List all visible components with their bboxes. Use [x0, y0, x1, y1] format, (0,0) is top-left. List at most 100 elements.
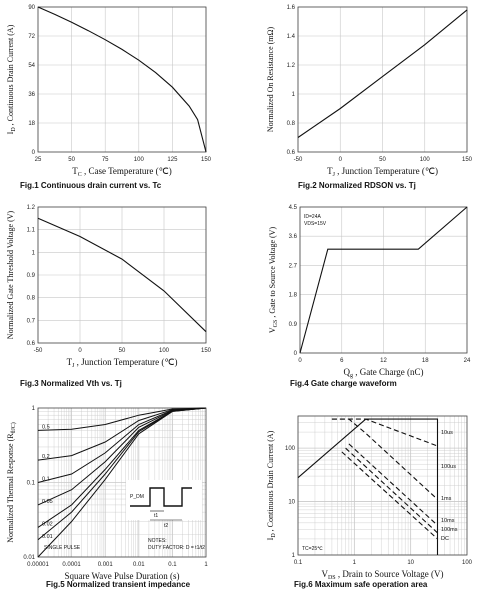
fig5-series-label: 0.02 [42, 521, 53, 527]
fig3-y-tick-label: 0.9 [27, 273, 36, 279]
fig6-x-tick-label: 1 [353, 560, 357, 566]
fig2-x-axis-title: TJ , Junction Temperature (℃) [327, 166, 438, 178]
fig1-y-tick-label: 0 [32, 150, 36, 156]
fig5-chart: 0.00001 0.0001 0.001 0.01 0.1 1 0.01 0.1 1 Square… [6, 406, 208, 589]
fig6-series-line [331, 418, 438, 500]
fig3-x-tick-label: 100 [159, 348, 170, 354]
fig4-x-tick-label: 24 [464, 358, 471, 364]
fig4-y-tick-label: 4.5 [289, 205, 298, 211]
fig6-series-label: 10ms [441, 518, 455, 524]
fig2-x-tick-label: 0 [339, 157, 343, 163]
fig5-series-line [37, 407, 207, 431]
fig5-annotation-t2: t2 [164, 523, 168, 529]
fig6-series-line [297, 418, 439, 555]
fig3-y-axis-title: Normalized Gate Threshold Voltage (V) [6, 210, 15, 339]
fig6-x-tick-label: 0.1 [294, 560, 303, 566]
fig5-x-tick-label: 0.01 [133, 562, 145, 568]
fig1-y-tick-label: 54 [28, 63, 35, 69]
fig4-caption: Fig.4 Gate charge waveform [290, 379, 397, 388]
fig5-x-tick-label: 0.1 [168, 562, 177, 568]
fig5-pulse-waveform [130, 487, 192, 507]
fig4-y-tick-label: 1.8 [289, 293, 298, 299]
fig1-x-tick-label: 100 [134, 157, 145, 163]
fig6-series-label: 1ms [441, 496, 452, 502]
fig6-annotation-tc: TC=25℃ [302, 546, 323, 552]
fig6-caption: Fig.6 Maximum safe operation area [294, 580, 428, 589]
fig4-x-tick-label: 12 [380, 358, 387, 364]
fig1-x-tick-label: 50 [68, 157, 75, 163]
fig1-chart: 25 50 75 100 125 150 0 18 36 54 72 90 TC , Case Temp… [6, 5, 212, 190]
fig3-y-tick-label: 0.8 [27, 296, 36, 302]
fig4-chart: 0 6 12 18 24 0 0.9 1.8 2.7 3.6 4.5 Qg , Gate Charge… [268, 205, 471, 388]
fig5-series-line [37, 407, 207, 483]
fig2-y-axis-title: Normalized On Resistance (mΩ) [266, 27, 275, 133]
fig4-annotation-vds: VDS=15V [304, 221, 327, 227]
fig6-series-label: 10us [441, 430, 453, 436]
fig1-y-tick-label: 18 [28, 121, 35, 127]
fig1-y-tick-label: 72 [28, 34, 35, 40]
fig2-grid [297, 6, 468, 153]
fig6-grid [297, 415, 467, 556]
fig3-plot-frame [37, 206, 207, 344]
fig5-x-tick-label: 0.00001 [27, 562, 49, 568]
fig4-x-tick-label: 6 [340, 358, 344, 364]
fig3-x-tick-label: 0 [78, 348, 82, 354]
fig5-annotation-t1: t1 [154, 513, 158, 519]
fig2-x-tick-label: 50 [379, 157, 386, 163]
fig1-series-line [37, 6, 207, 153]
fig3-y-tick-label: 1.1 [27, 228, 36, 234]
fig3-x-axis-title: TJ , Junction Temperature (℃) [67, 357, 178, 369]
fig2-y-tick-label: 0.6 [287, 150, 296, 156]
fig3-x-tick-label: 150 [201, 348, 212, 354]
fig4-y-tick-label: 3.6 [289, 234, 298, 240]
fig4-y-tick-label: 0.9 [289, 322, 298, 328]
fig6-y-tick-label: 10 [288, 500, 295, 506]
fig1-y-tick-label: 90 [28, 5, 35, 11]
fig4-annotation-id: ID=24A [304, 214, 321, 220]
fig5-y-tick-label: 0.01 [23, 555, 35, 561]
fig4-series-line [299, 206, 468, 354]
fig4-x-tick-label: 0 [298, 358, 302, 364]
fig1-plot-frame [37, 6, 207, 153]
fig5-caption: Fig.5 Normalized transient impedance [46, 580, 191, 589]
fig4-x-tick-label: 18 [422, 358, 429, 364]
fig4-y-axis-title: VGS , Gate to Source Voltage (V) [268, 227, 279, 334]
fig4-y-tick-label: 0 [294, 351, 298, 357]
fig3-grid [37, 206, 207, 344]
fig2-x-tick-label: -50 [294, 157, 303, 163]
fig2-y-tick-label: 1 [292, 92, 296, 98]
fig4-y-tick-label: 2.7 [289, 263, 298, 269]
fig2-y-tick-label: 0.8 [287, 121, 296, 127]
fig2-y-tick-label: 1.4 [287, 34, 296, 40]
fig5-annotation-single-pulse: SINGLE PULSE [44, 545, 81, 551]
fig5-x-tick-label: 0.0001 [62, 562, 81, 568]
fig1-x-tick-label: 75 [102, 157, 109, 163]
fig3-y-tick-label: 0.7 [27, 318, 36, 324]
fig6-y-axis-title: ID , Continuous Drain Current (A) [266, 430, 277, 540]
fig2-x-tick-label: 150 [462, 157, 473, 163]
fig1-x-tick-label: 25 [35, 157, 42, 163]
fig5-series-label: 0.1 [42, 477, 50, 483]
fig2-caption: Fig.2 Normalized RDSON vs. Tj [298, 181, 416, 190]
fig4-plot-frame [299, 206, 468, 354]
fig2-chart: -50 0 50 100 150 0.6 0.8 1 1.2 1.4 1.6 TJ , Junctio… [266, 5, 473, 190]
fig3-y-tick-label: 1.2 [27, 205, 36, 211]
fig6-series-line [345, 447, 438, 534]
fig6-plot-frame [297, 415, 468, 556]
fig6-series-line [331, 418, 438, 447]
fig5-x-tick-label: 0.001 [98, 562, 114, 568]
fig4-x-axis-title: Qg , Gate Charge (nC) [343, 367, 423, 379]
fig6-series-label: DC [441, 536, 449, 542]
fig6-y-tick-label: 100 [285, 446, 296, 452]
fig5-y-tick-label: 1 [32, 406, 36, 412]
fig1-x-tick-label: 125 [167, 157, 178, 163]
fig3-series-line [37, 217, 207, 333]
fig5-series-line [37, 407, 207, 558]
fig6-series-line [341, 451, 438, 540]
fig6-series-label: 100us [441, 464, 456, 470]
fig3-x-tick-label: 50 [119, 348, 126, 354]
fig5-series-label: 0.05 [42, 499, 53, 505]
fig1-x-axis-title: TC , Case Temperature (℃) [72, 166, 172, 178]
fig5-series-label: 0.5 [42, 424, 50, 430]
